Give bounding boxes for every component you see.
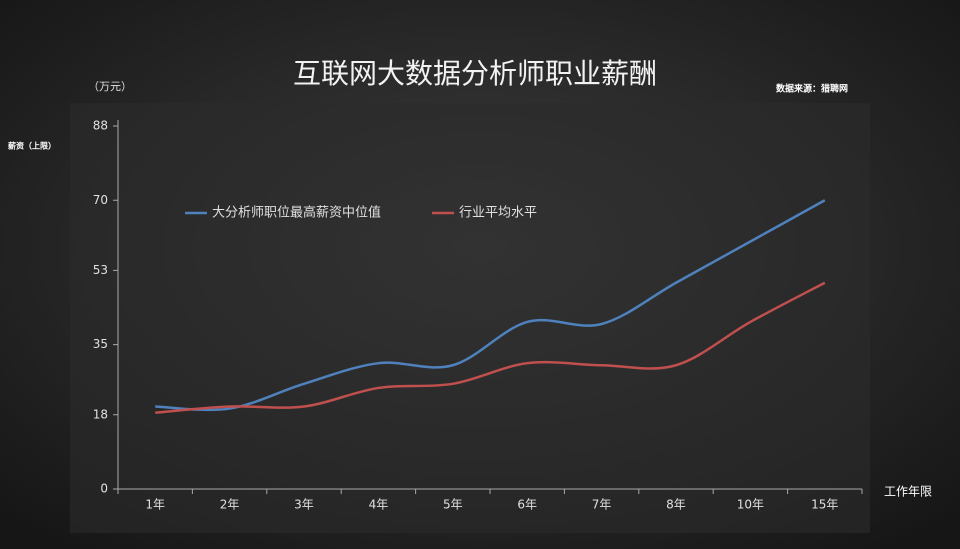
y-tick-label: 70 bbox=[93, 193, 108, 207]
x-tick-label: 10年 bbox=[737, 498, 764, 512]
x-tick-label: 3年 bbox=[294, 498, 314, 512]
chart-title: 互联网大数据分析师职业薪酬 bbox=[293, 57, 657, 90]
y-axis-label: 薪资（上限） bbox=[8, 141, 56, 151]
y-tick-label: 35 bbox=[93, 337, 108, 351]
source: 数据来源：猎聘网 bbox=[776, 83, 848, 95]
x-tick-label: 2年 bbox=[220, 498, 240, 512]
y-tick-label: 53 bbox=[93, 263, 108, 277]
x-tick-label: 4年 bbox=[369, 498, 389, 512]
x-tick-label: 7年 bbox=[592, 498, 612, 512]
plot-area bbox=[70, 103, 870, 533]
x-tick-label: 15年 bbox=[811, 498, 838, 512]
legend-label: 大分析师职位最高薪资中位值 bbox=[212, 205, 381, 221]
x-axis-label: 工作年限 bbox=[884, 485, 932, 499]
y-unit: （万元） bbox=[88, 80, 132, 93]
series-line bbox=[155, 281, 826, 414]
x-tick-label: 1年 bbox=[145, 498, 165, 512]
legend-label: 行业平均水平 bbox=[459, 206, 537, 221]
x-tick-label: 6年 bbox=[517, 498, 537, 512]
x-tick-label: 5年 bbox=[443, 498, 463, 512]
y-tick-label: 88 bbox=[93, 119, 108, 133]
x-tick-label: 8年 bbox=[666, 498, 686, 512]
y-tick-label: 18 bbox=[93, 407, 108, 421]
series-line bbox=[155, 199, 826, 412]
y-tick-label: 0 bbox=[100, 482, 108, 496]
